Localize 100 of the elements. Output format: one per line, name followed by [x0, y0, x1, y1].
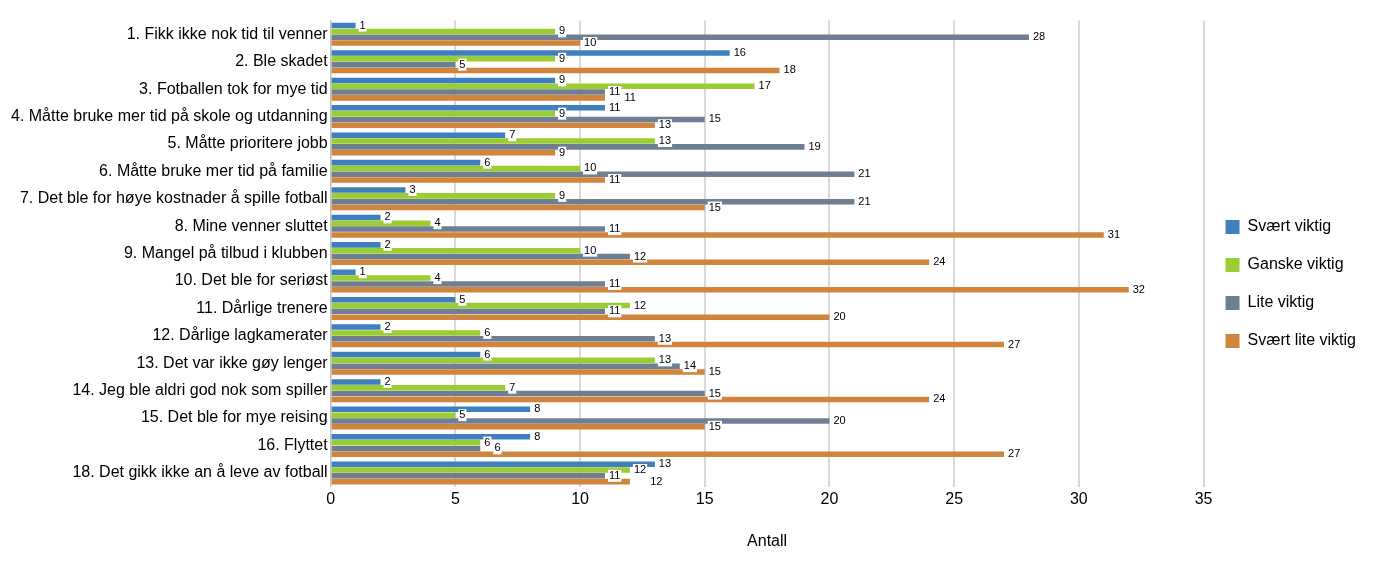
- bar: [331, 159, 481, 166]
- data-label: 13: [658, 331, 672, 344]
- data-label: 11: [608, 468, 621, 481]
- x-tick-label: 25: [945, 489, 964, 507]
- bar: [331, 445, 481, 452]
- data-label: 15: [708, 200, 721, 213]
- bar: [331, 95, 605, 101]
- bar: [331, 214, 381, 221]
- bar: [331, 369, 705, 375]
- data-label: 3: [409, 183, 416, 196]
- data-label: 12: [650, 474, 663, 487]
- legend-label: Svært viktig: [1247, 217, 1332, 235]
- y-tick-label: 13. Det var ikke gøy lenger: [136, 353, 329, 371]
- bar: [331, 286, 1129, 293]
- bar: [331, 77, 556, 84]
- y-tick-label: 15. Det ble for mye reising: [140, 408, 328, 426]
- bar: [331, 330, 481, 336]
- data-label: 28: [1032, 30, 1046, 43]
- data-label: 15: [708, 112, 721, 125]
- data-label: 6: [494, 441, 501, 454]
- bar: [331, 324, 381, 330]
- data-label: 13: [658, 118, 672, 131]
- data-label: 2: [384, 237, 391, 250]
- bar: [331, 110, 556, 117]
- bar: [331, 351, 481, 358]
- y-tick-label: 12. Dårlige lagkamerater: [152, 326, 329, 344]
- data-label: 11: [624, 90, 636, 103]
- data-label: 5: [459, 292, 466, 305]
- bar: [331, 105, 605, 111]
- data-label: 7: [509, 128, 516, 141]
- bar: [331, 451, 1005, 457]
- bar: [331, 83, 755, 89]
- data-label: 9: [559, 24, 566, 37]
- data-label: 15: [708, 419, 721, 432]
- x-tick-label: 20: [820, 489, 839, 507]
- data-label: 1: [359, 18, 366, 31]
- bar: [331, 242, 381, 248]
- data-label: 12: [633, 298, 647, 311]
- bar: [331, 296, 456, 303]
- y-tick-label: 1. Fikk ikke nok tid til venner: [126, 24, 329, 42]
- bar: [331, 281, 605, 287]
- y-tick-label: 7. Det ble for høye kostnader å spille fotball: [19, 189, 328, 207]
- data-label: 24: [933, 392, 946, 405]
- bar: [331, 193, 556, 199]
- data-label: 13: [658, 457, 672, 470]
- data-label: 2: [384, 210, 391, 223]
- data-label: 5: [459, 408, 466, 421]
- y-tick-label: 14. Jeg ble aldri god nok som spiller: [72, 381, 329, 399]
- data-label: 16: [733, 46, 746, 59]
- data-label: 7: [509, 380, 516, 393]
- bar: [331, 418, 830, 424]
- y-tick-label: 4. Måtte bruke mer tid på skole og utdanning: [10, 106, 328, 124]
- bar: [331, 122, 655, 129]
- data-label: 9: [559, 188, 566, 201]
- bar: [331, 384, 506, 391]
- bar: [331, 424, 705, 430]
- data-label: 20: [833, 414, 846, 427]
- data-label: 13: [658, 353, 672, 366]
- data-label: 15: [708, 386, 721, 399]
- data-label: 27: [1008, 337, 1021, 350]
- x-tick-label: 5: [450, 489, 460, 507]
- bar: [331, 34, 1029, 40]
- bar: [331, 308, 605, 315]
- bar: [331, 22, 356, 29]
- data-label: 15: [708, 365, 721, 378]
- data-label: 32: [1132, 282, 1145, 295]
- data-label: 6: [484, 435, 491, 448]
- x-tick-label: 15: [695, 489, 714, 507]
- x-tick-label: 30: [1069, 489, 1088, 507]
- legend-label: Lite viktig: [1247, 293, 1315, 311]
- data-label: 10: [584, 36, 597, 49]
- bar: [331, 226, 605, 232]
- bar: [331, 187, 406, 193]
- y-tick-label: 6. Måtte bruke mer tid på familie: [99, 161, 328, 179]
- y-tick-label: 9. Mangel på tilbud i klubben: [123, 244, 328, 262]
- bar: [331, 433, 531, 440]
- data-label: 9: [559, 51, 566, 64]
- x-tick-label: 35: [1194, 489, 1213, 507]
- data-label: 4: [434, 216, 441, 229]
- bar: [331, 61, 456, 68]
- y-tick-label: 11. Dårlige trenere: [196, 298, 328, 316]
- data-label: 31: [1107, 227, 1121, 240]
- data-label: 4: [434, 271, 441, 284]
- bar: [331, 439, 481, 446]
- x-tick-label: 0: [326, 489, 336, 507]
- data-label: 9: [559, 73, 566, 86]
- bar: [331, 335, 655, 342]
- bar: [331, 89, 605, 95]
- bar: [331, 467, 630, 473]
- data-label: 6: [484, 325, 491, 338]
- data-label: 10: [584, 161, 597, 174]
- data-label: 9: [559, 145, 566, 158]
- bar: [331, 232, 1104, 238]
- data-label: 2: [384, 320, 391, 333]
- data-label: 9: [559, 106, 566, 119]
- data-label: 12: [633, 463, 647, 476]
- data-label: 11: [608, 85, 621, 98]
- bar: [331, 412, 456, 418]
- data-label: 5: [459, 57, 466, 70]
- data-label: 18: [783, 63, 796, 76]
